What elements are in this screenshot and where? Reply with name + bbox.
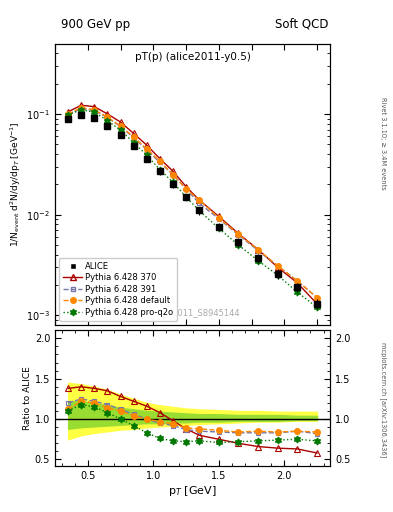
X-axis label: p$_T$ [GeV]: p$_T$ [GeV] <box>168 483 217 498</box>
Y-axis label: Ratio to ALICE: Ratio to ALICE <box>23 366 32 430</box>
Text: pT(p) (alice2011-y0.5): pT(p) (alice2011-y0.5) <box>135 52 250 62</box>
Text: ALICE_2011_S8945144: ALICE_2011_S8945144 <box>145 308 241 316</box>
Y-axis label: 1/N$_{\rm event}$ d$^2$N/dy/dp$_T$ [GeV$^{-1}$]: 1/N$_{\rm event}$ d$^2$N/dy/dp$_T$ [GeV$… <box>9 121 24 247</box>
Text: Soft QCD: Soft QCD <box>275 18 328 31</box>
Legend: ALICE, Pythia 6.428 370, Pythia 6.428 391, Pythia 6.428 default, Pythia 6.428 pr: ALICE, Pythia 6.428 370, Pythia 6.428 39… <box>59 258 177 321</box>
Text: Rivet 3.1.10; ≥ 3.4M events: Rivet 3.1.10; ≥ 3.4M events <box>380 97 386 190</box>
Text: 900 GeV pp: 900 GeV pp <box>61 18 130 31</box>
Text: mcplots.cern.ch [arXiv:1306.3436]: mcplots.cern.ch [arXiv:1306.3436] <box>380 342 387 457</box>
